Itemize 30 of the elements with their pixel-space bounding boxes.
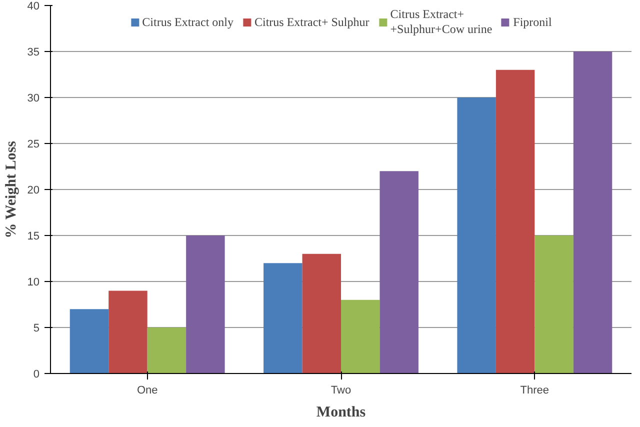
y-tick-label: 5 xyxy=(33,322,40,334)
x-tick-label: One xyxy=(136,384,158,396)
legend-label: Citrus Extract+ Sulphur xyxy=(254,14,370,30)
x-tick-label: Two xyxy=(330,384,352,396)
y-tick-label: 40 xyxy=(27,0,40,12)
bar xyxy=(264,263,302,374)
bar xyxy=(457,98,496,374)
y-tick-label: 0 xyxy=(33,368,40,380)
y-tick-label: 30 xyxy=(27,92,40,104)
bar xyxy=(147,328,186,374)
y-tick-label: 10 xyxy=(27,276,40,288)
y-tick-label: 35 xyxy=(27,46,40,58)
bar xyxy=(380,171,418,374)
bar xyxy=(341,300,380,374)
bar xyxy=(70,309,109,374)
bar xyxy=(534,236,574,374)
bar xyxy=(496,70,535,374)
legend-label: Fipronil xyxy=(513,14,552,30)
x-tick-label: Three xyxy=(520,384,550,396)
y-tick-label: 15 xyxy=(27,230,40,242)
y-tick-label: 25 xyxy=(27,138,40,150)
legend-label: Citrus Extract+ +Sulphur+Cow urine xyxy=(390,7,492,37)
y-axis-title: % Weight Loss xyxy=(3,140,20,238)
bar xyxy=(186,236,225,374)
bar xyxy=(302,254,341,374)
legend-label: Citrus Extract only xyxy=(142,14,234,30)
bar xyxy=(573,52,612,374)
y-tick-label: 20 xyxy=(27,184,40,196)
bar xyxy=(108,290,148,374)
x-axis-title: Months xyxy=(316,404,366,420)
